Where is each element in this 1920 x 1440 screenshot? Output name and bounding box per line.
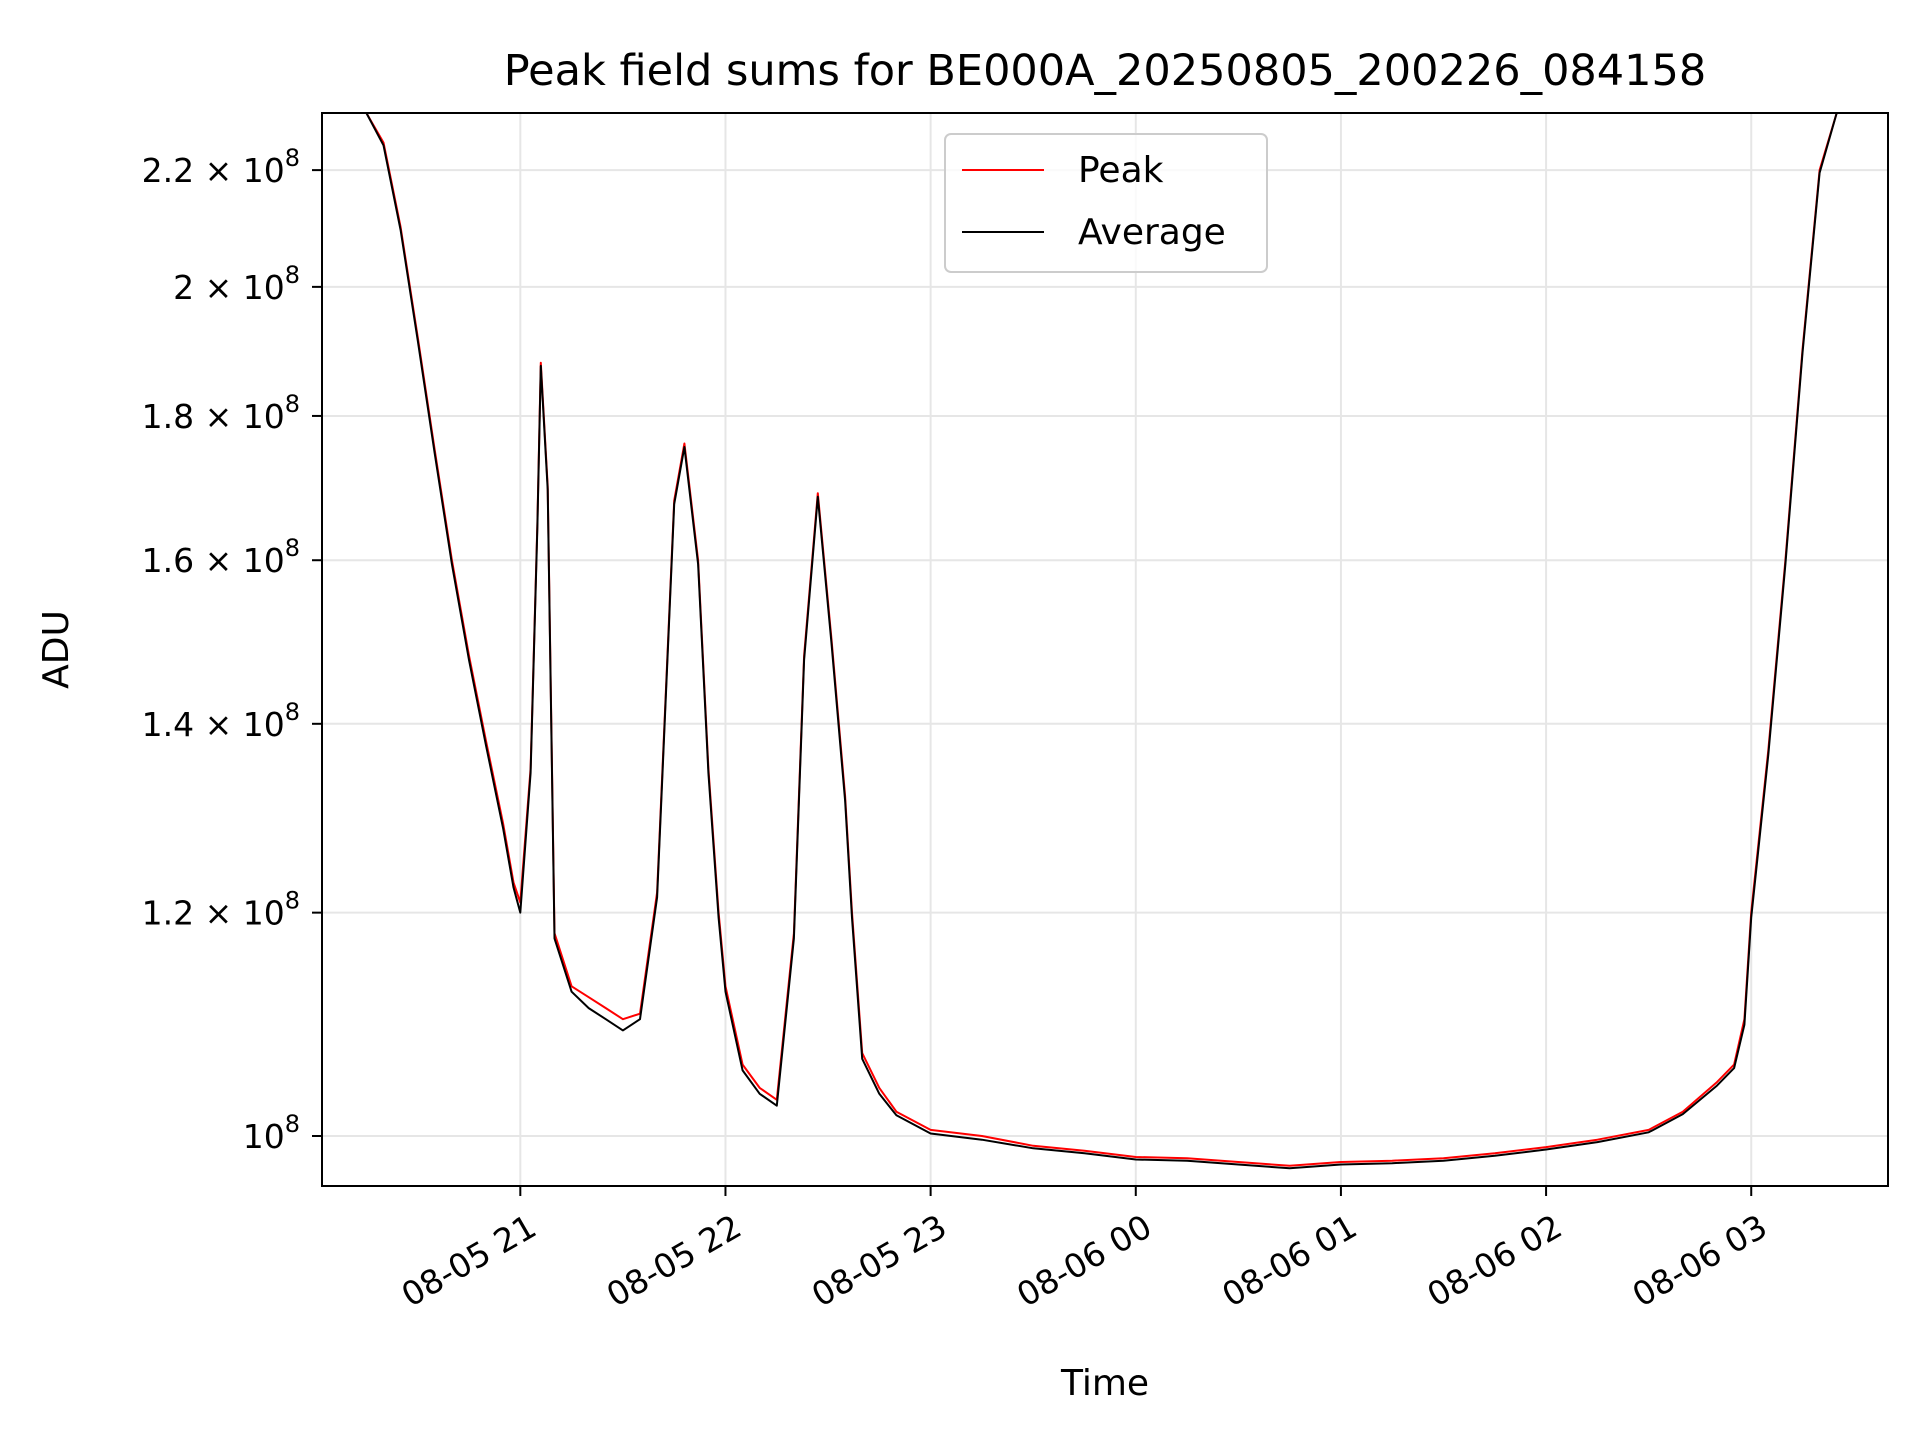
y-tick-exponent: 8 [285, 144, 300, 172]
series-lines [322, 112, 1888, 1170]
y-tick-label: 1.4 × 108 [142, 698, 300, 744]
y-tick-mantissa: 1.6 × 10 [142, 541, 285, 580]
legend: Peak Average [944, 133, 1268, 273]
y-tick-mantissa: 1.4 × 10 [142, 705, 285, 744]
legend-box [944, 133, 1268, 273]
y-tick-label: 2.2 × 108 [142, 144, 300, 190]
y-axis-title: ADU [36, 610, 77, 689]
series-line-average [322, 112, 1888, 1170]
y-tick-label: 1.8 × 108 [142, 390, 300, 436]
y-tick-exponent: 8 [285, 261, 300, 289]
y-tick-label: 1.6 × 108 [142, 534, 300, 580]
plot-frame [321, 112, 1889, 1187]
y-tick-exponent: 8 [285, 390, 300, 418]
y-tick-mantissa: 1.8 × 10 [142, 397, 285, 436]
x-axis-title: Time [1060, 1363, 1149, 1404]
y-tick-mantissa: 2 × 10 [173, 268, 285, 307]
legend-label: Average [1078, 212, 1226, 253]
y-tick-exponent: 8 [285, 1110, 300, 1138]
chart-title: Peak field sums for BE000A_20250805_2002… [504, 46, 1706, 96]
y-tick-label: 108 [243, 1110, 300, 1156]
legend-label: Peak [1078, 150, 1164, 191]
y-tick-exponent: 8 [285, 887, 300, 915]
y-tick-exponent: 8 [285, 534, 300, 562]
y-tick-exponent: 8 [285, 698, 300, 726]
y-tick-mantissa: 2.2 × 10 [142, 151, 285, 190]
y-tick-label: 2 × 108 [173, 261, 300, 307]
y-tick-label: 1.2 × 108 [142, 887, 300, 933]
y-tick-mantissa: 1.2 × 10 [142, 894, 285, 933]
y-tick-mantissa: 10 [243, 1117, 285, 1156]
